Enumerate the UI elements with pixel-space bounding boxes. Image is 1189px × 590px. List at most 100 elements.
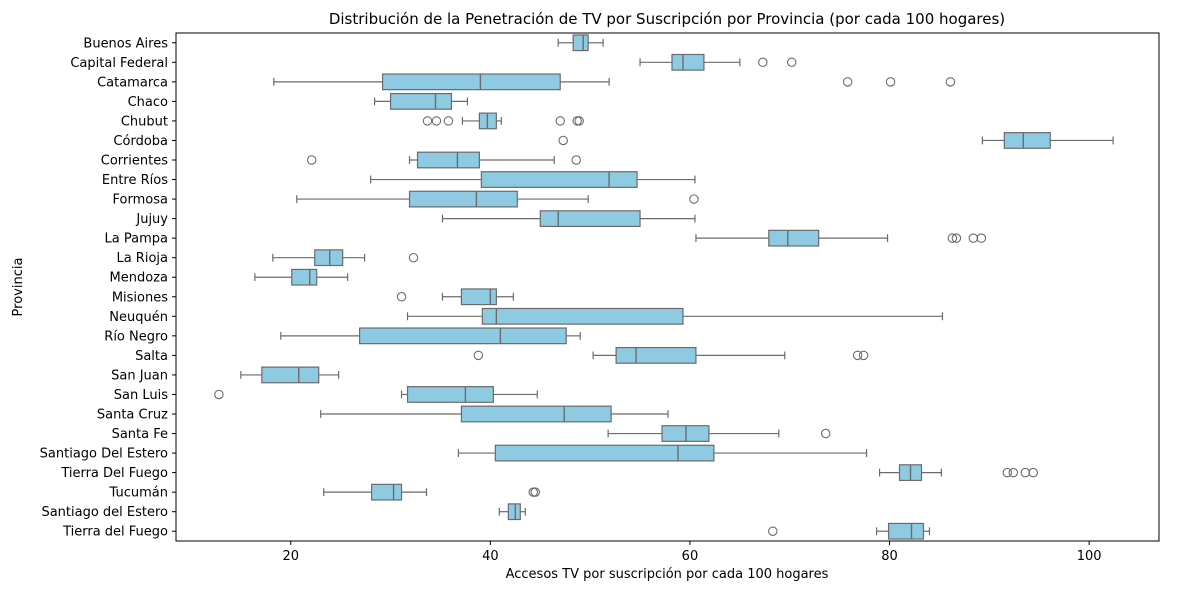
outlier-point	[689, 194, 699, 204]
outlier-point	[408, 252, 419, 263]
outlier-point	[558, 135, 568, 146]
chart-title: Distribución de la Penetración de TV por…	[329, 10, 1005, 28]
box-iqr	[314, 249, 344, 267]
outlier-point	[842, 77, 853, 87]
outlier-point	[571, 155, 581, 165]
box-iqr	[1003, 132, 1051, 149]
box-group	[406, 307, 944, 325]
x-tick-label: 20	[282, 549, 299, 564]
outlier-point	[768, 526, 778, 536]
box-iqr	[572, 34, 589, 52]
box-iqr	[381, 73, 561, 91]
y-axis-label: Provincia	[11, 258, 26, 317]
outlier-point	[572, 116, 582, 126]
box-group	[254, 268, 349, 286]
outlier-point	[945, 77, 956, 87]
y-tick-label: Córdoba	[113, 134, 168, 149]
box-group	[323, 483, 541, 501]
box-group	[373, 92, 469, 110]
outlier-point	[758, 57, 768, 68]
outlier-point	[968, 233, 979, 243]
plot-frame	[175, 32, 1160, 542]
box-group	[396, 288, 514, 306]
box-group	[768, 522, 931, 540]
box-iqr	[768, 229, 820, 247]
box-iqr	[887, 522, 925, 540]
outlier-point	[431, 116, 442, 126]
outlier-point	[1002, 467, 1013, 478]
outlier-point	[574, 116, 584, 126]
outlier-point	[1020, 467, 1031, 478]
plot-boxes	[214, 34, 1114, 540]
y-tick-label: Buenos Aires	[83, 36, 168, 51]
outlier-point	[443, 116, 454, 126]
y-tick-label: La Rioja	[116, 251, 168, 266]
box-group	[320, 405, 669, 423]
box-iqr	[507, 503, 521, 521]
y-tick-label: Tierra Del Fuego	[60, 466, 168, 481]
y-tick-label: Chubut	[121, 114, 168, 129]
y-tick-label: Jujuy	[135, 212, 168, 227]
x-axis-label: Accesos TV por suscripción por cada 100 …	[506, 567, 829, 582]
box-group	[558, 132, 1114, 149]
outlier-point	[306, 155, 317, 165]
y-tick-label: Entre Ríos	[102, 173, 168, 188]
y-tick-label: Santiago del Estero	[41, 505, 168, 520]
outlier-point	[555, 116, 565, 126]
box-iqr	[408, 190, 518, 208]
box-iqr	[416, 151, 480, 169]
y-tick-label: Salta	[135, 349, 168, 364]
box-iqr	[389, 92, 453, 110]
box-iqr	[406, 386, 494, 403]
box-iqr	[494, 444, 715, 462]
box-group	[296, 190, 699, 208]
y-tick-label: Santa Fe	[112, 427, 168, 442]
box-group	[240, 366, 340, 384]
outlier-point	[976, 233, 987, 243]
box-group	[214, 386, 538, 403]
y-tick-label: San Luis	[114, 388, 168, 403]
box-group	[607, 425, 831, 442]
y-tick-label: Mendoza	[110, 271, 168, 286]
y-tick-label: Capital Federal	[70, 56, 168, 71]
y-tick-label: Tucumán	[109, 486, 168, 501]
box-iqr	[359, 327, 567, 345]
outlier-point	[858, 350, 869, 361]
box-group	[272, 249, 419, 267]
box-group	[457, 444, 868, 462]
outlier-point	[530, 487, 541, 497]
outlier-point	[852, 350, 863, 361]
outlier-point	[1008, 467, 1019, 478]
box-iqr	[481, 307, 684, 325]
y-tick-label: Santa Cruz	[97, 408, 168, 423]
box-group	[422, 112, 584, 130]
box-iqr	[615, 346, 697, 364]
box-group	[280, 327, 581, 345]
outlier-point	[473, 350, 484, 361]
outlier-point	[786, 57, 797, 68]
x-tick-label: 60	[682, 549, 699, 564]
outlier-point	[1028, 467, 1039, 478]
outlier-point	[396, 292, 407, 302]
y-tick-label: Catamarca	[97, 75, 168, 90]
box-iqr	[371, 483, 403, 501]
y-tick-label: Río Negro	[104, 329, 168, 344]
box-iqr	[261, 366, 320, 384]
box-iqr	[671, 53, 705, 71]
y-tick-label: Neuquén	[109, 310, 168, 325]
box-group	[639, 53, 797, 71]
box-iqr	[291, 268, 318, 286]
y-tick-label: Corrientes	[101, 154, 168, 169]
y-tick-label: Chaco	[128, 95, 168, 110]
y-axis: Buenos Aires Capital Federal Catamarca Chac…	[40, 36, 176, 540]
outlier-point	[214, 389, 224, 400]
outlier-point	[820, 428, 831, 439]
outlier-point	[885, 77, 896, 87]
box-group	[441, 210, 696, 228]
box-iqr	[480, 171, 638, 188]
box-group	[370, 171, 696, 188]
x-axis: 20 40 60 80 100	[282, 541, 1102, 564]
box-iqr	[460, 288, 497, 306]
box-group	[306, 151, 581, 169]
